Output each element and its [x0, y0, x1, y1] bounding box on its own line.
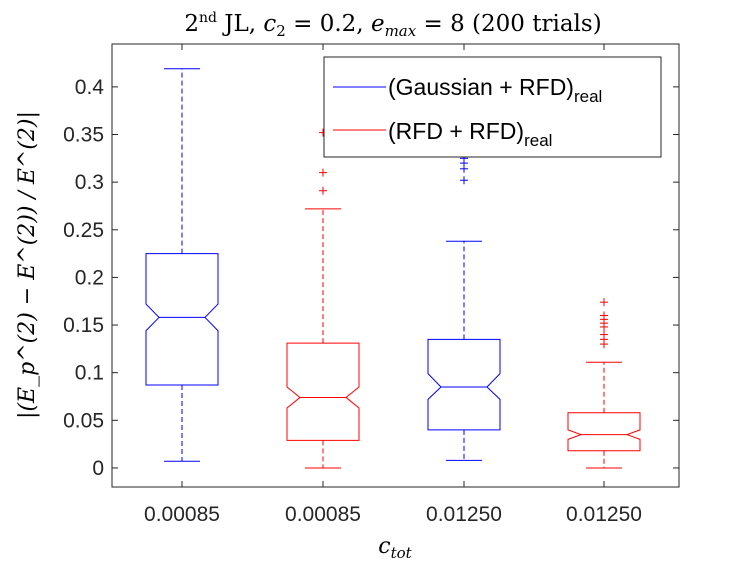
boxplots [145, 68, 641, 469]
notched-box [286, 342, 360, 441]
y-tick-label: 0.35 [63, 124, 104, 147]
y-tick-label: 0.4 [75, 76, 105, 99]
title-e-value: = 8 [416, 11, 465, 37]
legend-label-rfd: (RFD + RFD)real [388, 118, 552, 150]
x-axis-label-base: c [378, 534, 390, 559]
title-c-value: = 0.2, [286, 11, 364, 37]
x-tick-label: 0.01250 [426, 503, 502, 526]
legend-label-rfd-sub: real [524, 131, 552, 150]
legend-label-gaussian-sub: real [574, 87, 602, 106]
notched-box [145, 253, 219, 386]
y-axis: 0 0.05 0.1 0.15 0.2 0.25 0.3 0.35 0.4 [63, 76, 679, 480]
x-tick-label: 0.00085 [285, 503, 361, 526]
title-e-sub: max [385, 22, 417, 40]
title-trials: (200 trials) [472, 11, 602, 37]
title-method: JL, [222, 11, 256, 37]
x-tick-label: 0.01250 [566, 503, 642, 526]
title-e-param: e [371, 11, 385, 37]
legend-label-gaussian-main: (Gaussian + RFD) [388, 74, 574, 100]
title-ordinal-suffix: nd [199, 10, 217, 26]
boxplot-1 [145, 68, 219, 462]
y-tick-label: 0.2 [75, 266, 104, 289]
y-axis-label-text: |(E_p^(2) − E^(2)) / E^(2)| [15, 111, 40, 419]
legend-label-rfd-main: (RFD + RFD) [388, 118, 524, 144]
y-axis-label: |(E_p^(2) − E^(2)) / E^(2)| [15, 111, 40, 419]
title-c-sub: 2 [276, 22, 286, 40]
boxplot-4 [567, 298, 641, 469]
x-axis-label-sub: tot [391, 544, 413, 561]
x-axis-label: ctot [378, 534, 412, 561]
y-tick-label: 0.3 [75, 171, 104, 194]
y-tick-label: 0.1 [75, 362, 104, 385]
y-tick-label: 0.05 [63, 409, 104, 432]
x-tick-label: 0.00085 [144, 503, 220, 526]
title-c-param: c [263, 11, 276, 37]
x-axis: 0.00085 0.00085 0.01250 0.01250 [144, 44, 642, 526]
title-ordinal: 2 [184, 11, 199, 37]
y-tick-label: 0.25 [63, 219, 104, 242]
notched-box [427, 338, 501, 431]
legend: (Gaussian + RFD)real (RFD + RFD)real [323, 56, 662, 158]
boxplot-3 [427, 149, 501, 461]
legend-box [323, 56, 662, 158]
y-tick-label: 0 [92, 457, 104, 480]
y-tick-label: 0.15 [63, 314, 104, 337]
boxplot-2 [286, 128, 360, 469]
notched-box [567, 412, 641, 452]
chart-title: 2nd JL, c2 = 0.2, emax = 8 (200 trials) [184, 10, 601, 40]
legend-label-gaussian: (Gaussian + RFD)real [388, 74, 602, 106]
